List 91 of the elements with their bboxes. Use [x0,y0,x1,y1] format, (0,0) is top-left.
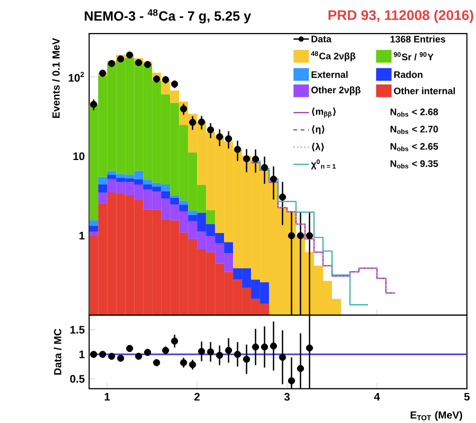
bar [188,210,198,215]
point [90,100,98,108]
x-tick-label: 2 [194,392,200,400]
point [117,354,124,362]
bar [98,184,108,192]
point [225,346,232,354]
point [153,359,160,366]
point [207,126,214,134]
point [297,364,304,372]
point [162,346,170,354]
annotation: N$_{obs}$ < 2.65 [390,142,438,152]
y-tick-label: 10$^{2}$ [68,72,84,82]
x-axis-title: E$_{TOT}$ (MeV) [410,411,462,421]
y-tick-label: 1 [79,350,85,358]
point [243,155,250,162]
y-tick-label: 1 [79,232,85,240]
point [225,135,232,142]
legend-label: ⟨λ⟩ [312,142,324,152]
y-tick-label: 0.5 [70,374,85,383]
point [162,76,170,84]
legend-label: Radon [394,70,422,78]
point [198,348,206,355]
point [288,232,296,240]
x-tick-label: 1 [104,392,110,400]
annotation: 1368 Entries [390,35,446,42]
x-tick-label: 4 [374,392,380,400]
point [126,51,134,58]
point [126,344,134,352]
point [171,80,178,88]
point [144,60,152,68]
point [135,352,142,360]
chart-title: NEMO-3 - $^{48}$Ca - 7 g, 5.25 y [84,9,251,24]
bar [179,200,188,205]
point [117,55,124,62]
point [297,232,304,240]
point [216,352,224,359]
point [279,194,286,201]
legend-label: $^{90}$Sr / $^{90}$Y [394,52,434,60]
point [306,344,314,352]
bar [98,192,108,204]
legend-label: Other internal [394,87,455,94]
bar [89,220,98,226]
point [261,164,268,172]
point [189,118,196,126]
point [198,118,206,126]
legend-label: ⟨η⟩ [312,125,324,134]
x-tick-label: 3 [284,392,290,401]
point [288,377,296,384]
y-axis-title: Data / MC [54,328,62,375]
point [252,156,260,163]
point [144,348,152,356]
point [180,105,188,112]
point [306,232,314,240]
bar [179,204,188,212]
point [90,350,98,358]
point [108,352,116,360]
point [180,359,188,366]
point [153,75,160,82]
point [252,343,260,350]
point [171,338,178,345]
point [279,354,286,361]
point [135,58,142,66]
point [261,343,268,350]
point [189,361,196,368]
legend-label: Data [312,36,332,42]
y-tick-label: 1.5 [70,326,85,334]
point [234,350,242,358]
y-tick-label: 10 [73,152,84,160]
point [108,60,116,67]
point [99,350,106,358]
point [207,348,214,356]
legend-label: ⟨m$_{ββ}$⟩ [312,108,336,118]
annotation: N$_{obs}$ < 2.70 [390,126,438,134]
chart-subtitle: PRD 93, 112008 (2016) [328,10,474,23]
bar [170,195,180,198]
point [243,356,250,363]
legend-label: $^{48}$Ca 2νββ [311,51,356,62]
legend-label: External [312,70,348,78]
bar [89,231,98,236]
annotation: N$_{obs}$ < 9.35 [390,160,438,168]
point [99,70,106,77]
bar [89,225,98,232]
legend-label: Other 2νββ [311,86,360,96]
point [216,133,224,140]
annotation: N$_{obs}$ < 2.68 [390,108,438,117]
point [270,176,278,183]
x-tick-label: 5 [464,392,470,400]
bar [98,176,108,184]
point [270,342,278,350]
y-axis-title: Events / 0.1 MeV [52,38,60,118]
point [234,146,242,153]
